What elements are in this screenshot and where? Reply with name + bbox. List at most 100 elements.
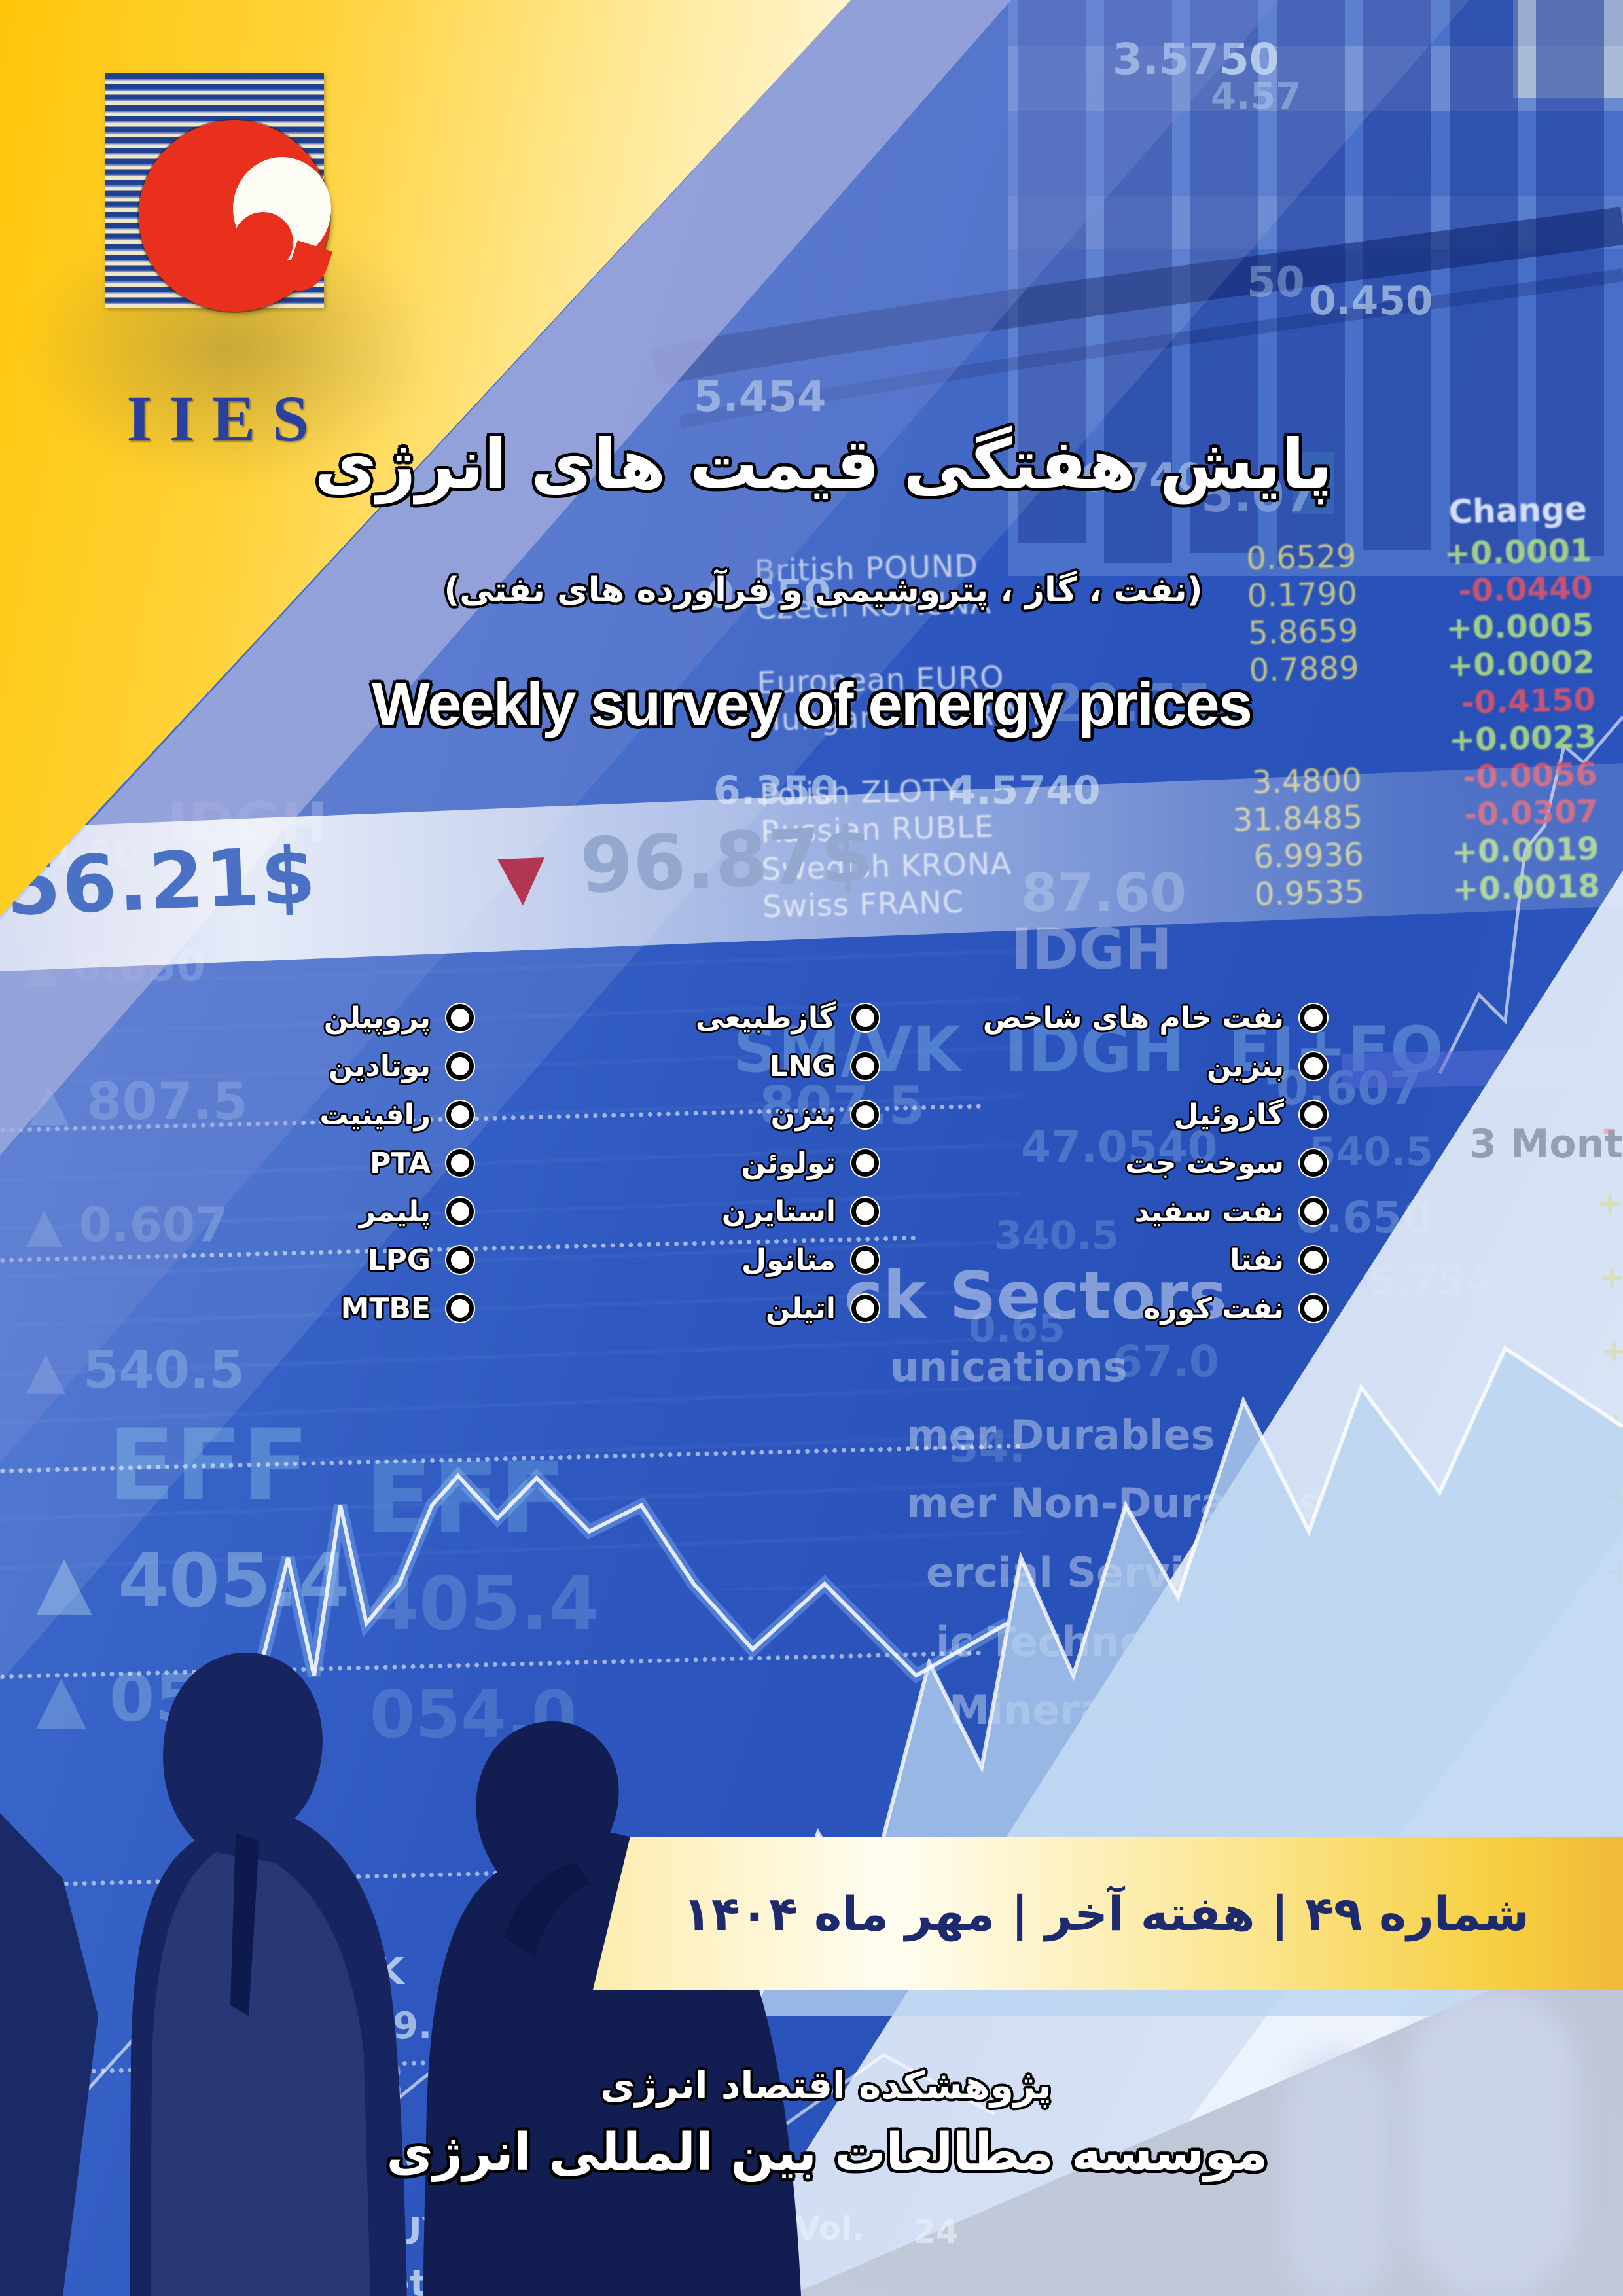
list-item-label: پروپیلن (323, 1001, 431, 1035)
bullet-icon (1300, 1004, 1327, 1031)
list-item: پروپیلن (319, 994, 474, 1042)
bullet-icon (446, 1101, 474, 1128)
silhouette-man-left (130, 1652, 407, 2296)
scatter-text: 24 (913, 2213, 959, 2251)
list-item-label: بنزین (1207, 1049, 1284, 1083)
page-title-fa: پایش هفتگی قیمت های انرژی (314, 424, 1332, 504)
list-item-label: سوخت جت (1125, 1146, 1284, 1180)
bullet-icon (851, 1246, 879, 1274)
scatter-text: EFF (365, 1442, 567, 1556)
blurred-figure (1286, 2049, 1391, 2296)
scatter-text: EFF (108, 1409, 310, 1523)
bullet-icon (1300, 1246, 1327, 1274)
list-item: تولوئن (696, 1139, 879, 1187)
list-item: نفت کوره (983, 1284, 1327, 1333)
scatter-text: 50 (1247, 259, 1306, 307)
list-item-label: بنزن (770, 1098, 836, 1132)
bullet-icon (851, 1101, 879, 1128)
silhouette-left-edge (0, 1813, 98, 2296)
scatter-text: 6.740 (1080, 455, 1204, 501)
list-item: گازوئیل (983, 1090, 1327, 1139)
list-item-label: PTA (370, 1146, 431, 1180)
bullet-icon (1300, 1295, 1327, 1322)
list-item-label: نفتا (1230, 1243, 1284, 1277)
blurred-figure (1407, 1990, 1577, 2296)
page-title-en: Weekly survey of energy prices (372, 670, 1253, 738)
iies-logo: IIES (26, 73, 432, 486)
silhouette-tie (230, 1833, 259, 2016)
bullet-icon (1300, 1052, 1327, 1080)
list-item: متانول (696, 1236, 879, 1284)
scatter-text: 3.5750 (1113, 34, 1279, 84)
scatter-text: unications (890, 1343, 1128, 1391)
bullet-icon (1300, 1149, 1327, 1177)
scatter-text: ▲ 0.607 (26, 1197, 228, 1252)
bullet-icon (446, 1149, 474, 1177)
list-item-label: MTBE (340, 1291, 431, 1325)
scatter-text: 3 Month (1469, 1121, 1623, 1167)
ticker-price-right: 96.87$ (578, 810, 875, 911)
bullet-icon (851, 1004, 879, 1031)
list-item-label: استایرن (721, 1194, 836, 1229)
scatter-text: 47.0540 (1021, 1122, 1218, 1172)
list-item-label: اتیلن (765, 1291, 836, 1325)
scatter-text: IDGH (1011, 917, 1172, 982)
list-item: PTA (319, 1139, 474, 1187)
scatter-text: + (1597, 1185, 1623, 1222)
scatter-text: 4.57 (1211, 75, 1302, 118)
list-item: LNG (696, 1042, 879, 1090)
list-item-label: متانول (741, 1243, 836, 1277)
bullet-icon (446, 1246, 474, 1274)
list-item-label: رافینیت (319, 1098, 431, 1132)
dark-arc (651, 207, 1623, 386)
list-item: پلیمر (319, 1187, 474, 1236)
list-column-gas-petchem: گازطبیعی LNG بنزن تولوئن استایرن (696, 994, 879, 1333)
list-item-label: بوتادین (329, 1049, 431, 1083)
bullet-icon (851, 1052, 879, 1080)
scatter-text: 20.75 (1047, 673, 1213, 734)
list-item: بوتادین (319, 1042, 474, 1090)
scatter-text: - (1602, 1110, 1616, 1149)
scatter-text: 5.454 (694, 373, 827, 422)
footer-institute-line1: پژوهشکده اقتصاد انرژی (600, 2063, 1052, 2108)
scatter-text: + (1599, 1259, 1623, 1296)
list-item-label: گازوئیل (1173, 1098, 1284, 1132)
list-item: استایرن (696, 1187, 879, 1236)
list-item: بنزین (983, 1042, 1327, 1090)
list-item: رافینیت (319, 1090, 474, 1139)
bullet-icon (446, 1198, 474, 1225)
list-column-polymers: پروپیلن بوتادین رافینیت PTA پلیمر (319, 994, 474, 1333)
list-item-label: پلیمر (359, 1194, 431, 1229)
bullet-icon (446, 1004, 474, 1031)
list-item: MTBE (319, 1284, 474, 1333)
list-column-oil-products: نفت خام های شاخص بنزین گازوئیل سوخت جت ن… (983, 994, 1327, 1333)
list-item: نفت سفید (983, 1187, 1327, 1236)
scatter-text: 405.4 (368, 1562, 600, 1647)
list-item: اتیلن (696, 1284, 879, 1333)
scatter-text: + (1601, 1333, 1623, 1369)
scatter-text: 67.0 (1113, 1336, 1219, 1387)
scatter-text: mer Durables (906, 1411, 1215, 1459)
logo-red-ball (233, 212, 293, 272)
scatter-text: 0.650 (707, 571, 831, 617)
list-item: LPG (319, 1236, 474, 1284)
list-item-label: نفت کوره (1143, 1291, 1284, 1325)
scatter-text: 0.65 (969, 1306, 1066, 1352)
list-item: سوخت جت (983, 1139, 1327, 1187)
bullet-icon (1300, 1198, 1327, 1225)
list-item-label: LNG (770, 1049, 836, 1083)
background-board-rows (0, 936, 1021, 1590)
bullet-icon (851, 1149, 879, 1177)
list-item-label: تولوئن (741, 1146, 836, 1180)
bullet-icon (851, 1295, 879, 1322)
bullet-icon (1300, 1101, 1327, 1128)
scatter-text: 340.5 (995, 1213, 1119, 1259)
bullet-icon (446, 1052, 474, 1080)
issue-info-text: شماره ۴۹ | هفته آخر | مهر ماه ۱۴۰۴ (682, 1886, 1530, 1941)
list-item-label: نفت خام های شاخص (982, 1001, 1284, 1035)
list-item-label: LPG (367, 1243, 431, 1277)
list-item-label: نفت سفید (1134, 1194, 1284, 1229)
